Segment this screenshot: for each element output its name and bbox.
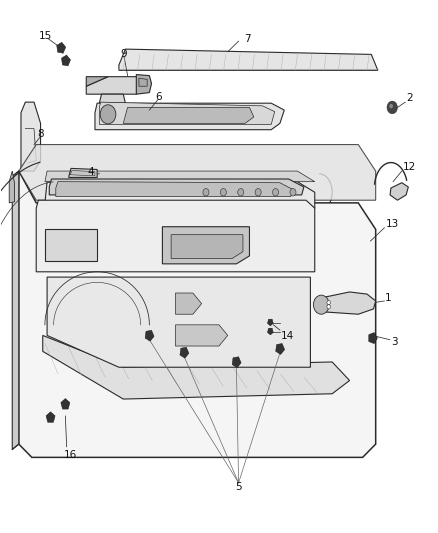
Polygon shape [47,277,311,367]
Polygon shape [61,399,70,409]
Circle shape [238,189,244,196]
Polygon shape [36,200,315,272]
Polygon shape [136,75,152,94]
Text: 14: 14 [281,332,294,342]
Circle shape [314,295,329,314]
Text: 8: 8 [37,129,44,139]
Polygon shape [268,328,273,335]
Circle shape [272,189,279,196]
Polygon shape [19,144,376,200]
Circle shape [389,104,393,108]
Text: 9: 9 [121,50,127,59]
Polygon shape [123,108,254,123]
Polygon shape [232,357,241,368]
Circle shape [100,105,116,124]
Polygon shape [139,78,147,86]
Polygon shape [21,102,41,171]
Text: 1: 1 [385,293,392,303]
Polygon shape [86,77,145,94]
Polygon shape [56,182,293,197]
Circle shape [255,189,261,196]
Text: 2: 2 [406,93,413,103]
Text: 15: 15 [39,31,52,41]
Text: 5: 5 [235,481,242,491]
Polygon shape [86,77,108,86]
Polygon shape [9,171,14,203]
Circle shape [327,305,330,309]
Text: 7: 7 [244,34,251,44]
Polygon shape [268,319,273,326]
Circle shape [220,189,226,196]
Text: 3: 3 [391,337,398,347]
Polygon shape [45,229,97,261]
Polygon shape [45,182,315,208]
Polygon shape [70,171,95,176]
Circle shape [387,101,397,114]
Polygon shape [162,227,250,264]
Polygon shape [145,330,154,341]
Polygon shape [99,102,275,124]
Polygon shape [180,347,189,358]
Polygon shape [119,49,378,70]
Text: 16: 16 [64,450,77,460]
Polygon shape [45,171,315,182]
Polygon shape [57,42,66,53]
Polygon shape [43,335,350,399]
Polygon shape [171,235,243,259]
Polygon shape [19,171,376,457]
Polygon shape [49,179,304,195]
Polygon shape [61,55,71,66]
Circle shape [327,301,330,305]
Polygon shape [69,168,97,177]
Text: 4: 4 [87,167,94,177]
Text: 12: 12 [403,162,416,172]
Polygon shape [46,412,55,422]
Text: 13: 13 [386,219,399,229]
Polygon shape [176,293,201,314]
Polygon shape [276,343,285,354]
Polygon shape [319,292,376,314]
Polygon shape [176,325,228,346]
Circle shape [203,189,209,196]
Polygon shape [99,94,125,103]
Polygon shape [369,333,378,344]
Circle shape [290,189,296,196]
Text: 6: 6 [155,92,161,102]
Polygon shape [95,103,284,130]
Polygon shape [390,183,408,200]
Polygon shape [12,171,19,449]
